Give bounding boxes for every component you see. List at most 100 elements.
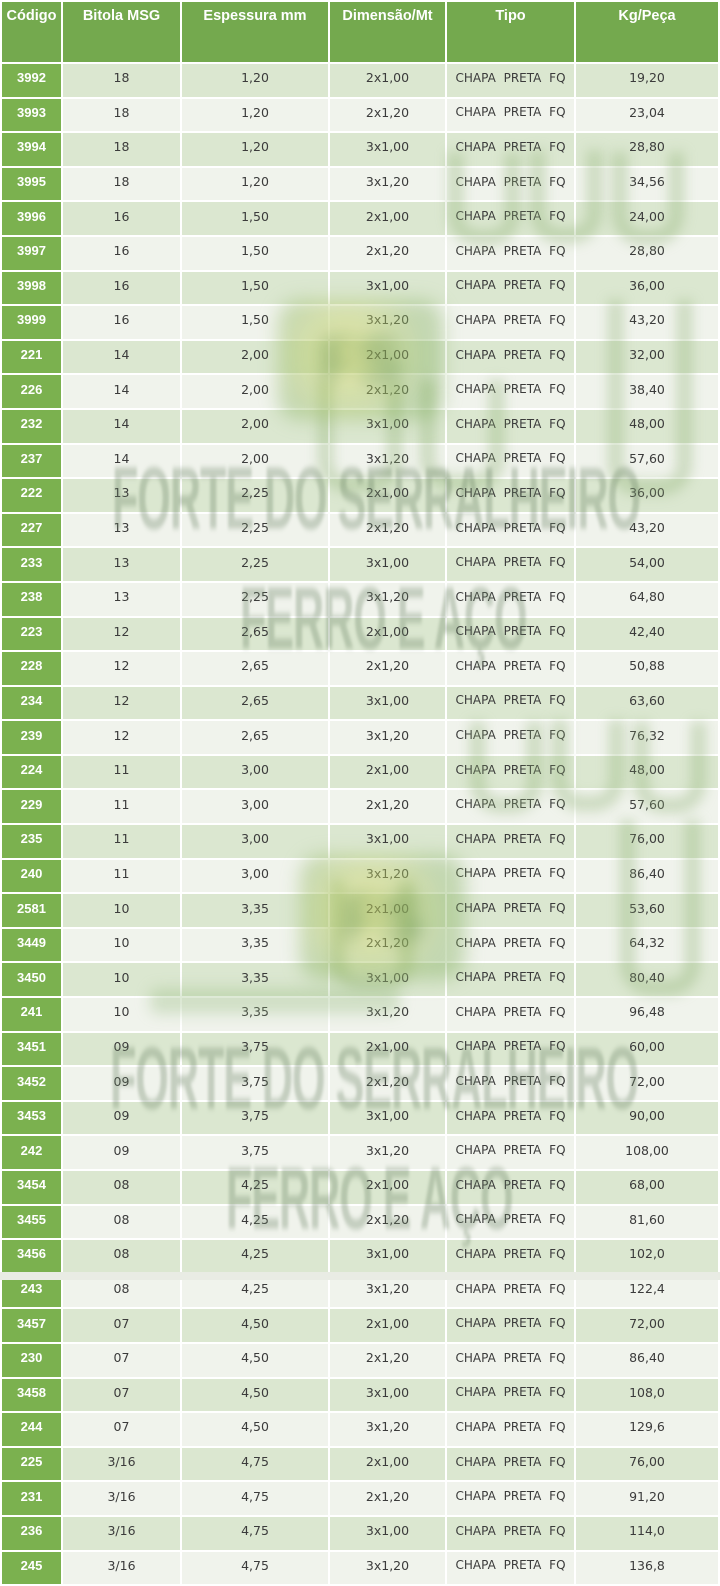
- table-row: 3458 07 4,50 3x1,00 CHAPA PRETA FQ 108,0: [2, 1378, 718, 1412]
- cell-dimensao-mt: 2x1,20: [330, 375, 445, 408]
- cell-dimensao-mt: 3x1,00: [330, 1516, 445, 1550]
- cell-kg-peca: 24,00: [576, 202, 718, 235]
- cell-bitola-msg: 16: [63, 236, 180, 270]
- cell-dimensao-mt: 3x1,00: [330, 133, 445, 166]
- cell-kg-peca: 57,60: [576, 790, 718, 824]
- cell-codigo: 3453: [2, 1101, 61, 1135]
- cell-kg-peca: 114,0: [576, 1516, 718, 1550]
- cell-codigo: 2581: [2, 894, 61, 927]
- cell-bitola-msg: 09: [63, 1067, 180, 1100]
- table-row: 242 09 3,75 3x1,20 CHAPA PRETA FQ 108,00: [2, 1136, 718, 1169]
- cell-espessura-mm: 2,65: [182, 652, 328, 685]
- cell-kg-peca: 136,8: [576, 1551, 718, 1585]
- cell-tipo: CHAPA PRETA FQ: [447, 1516, 574, 1550]
- cell-espessura-mm: 4,50: [182, 1378, 328, 1412]
- cell-tipo: CHAPA PRETA FQ: [447, 167, 574, 201]
- cell-espessura-mm: 2,65: [182, 686, 328, 720]
- table-row: 3995 18 1,20 3x1,20 CHAPA PRETA FQ 34,56: [2, 167, 718, 201]
- cell-tipo: CHAPA PRETA FQ: [447, 1343, 574, 1377]
- cell-dimensao-mt: 2x1,00: [330, 64, 445, 97]
- cell-tipo: CHAPA PRETA FQ: [447, 998, 574, 1031]
- cell-espessura-mm: 4,75: [182, 1551, 328, 1585]
- cell-bitola-msg: 12: [63, 686, 180, 720]
- cell-bitola-msg: 09: [63, 1101, 180, 1135]
- cell-kg-peca: 28,80: [576, 133, 718, 166]
- cell-dimensao-mt: 3x1,20: [330, 306, 445, 339]
- col-header-dimensao-mt: Dimensão/Mt: [330, 2, 445, 62]
- cell-kg-peca: 64,32: [576, 928, 718, 962]
- cell-tipo: CHAPA PRETA FQ: [447, 340, 574, 374]
- cell-espessura-mm: 2,00: [182, 444, 328, 478]
- cell-codigo: 3449: [2, 928, 61, 962]
- cell-dimensao-mt: 2x1,20: [330, 98, 445, 132]
- cell-bitola-msg: 08: [63, 1205, 180, 1239]
- cell-kg-peca: 81,60: [576, 1205, 718, 1239]
- cell-tipo: CHAPA PRETA FQ: [447, 306, 574, 339]
- table-row: 245 3/16 4,75 3x1,20 CHAPA PRETA FQ 136,8: [2, 1551, 718, 1585]
- cell-tipo: CHAPA PRETA FQ: [447, 548, 574, 581]
- cell-dimensao-mt: 2x1,00: [330, 340, 445, 374]
- cell-codigo: 3998: [2, 271, 61, 305]
- cell-bitola-msg: 11: [63, 755, 180, 789]
- cell-kg-peca: 60,00: [576, 1032, 718, 1066]
- cell-tipo: CHAPA PRETA FQ: [447, 790, 574, 824]
- cell-bitola-msg: 3/16: [63, 1482, 180, 1515]
- cell-codigo: 3450: [2, 963, 61, 997]
- cell-espessura-mm: 3,75: [182, 1136, 328, 1169]
- cell-espessura-mm: 3,35: [182, 928, 328, 962]
- table-row: 238 13 2,25 3x1,20 CHAPA PRETA FQ 64,80: [2, 582, 718, 616]
- cell-kg-peca: 23,04: [576, 98, 718, 132]
- table-row: 225 3/16 4,75 2x1,00 CHAPA PRETA FQ 76,00: [2, 1447, 718, 1481]
- cell-dimensao-mt: 2x1,20: [330, 1205, 445, 1239]
- cell-bitola-msg: 16: [63, 306, 180, 339]
- cell-kg-peca: 32,00: [576, 340, 718, 374]
- cell-dimensao-mt: 2x1,00: [330, 617, 445, 651]
- cell-dimensao-mt: 2x1,00: [330, 1447, 445, 1481]
- cell-bitola-msg: 10: [63, 963, 180, 997]
- cell-dimensao-mt: 2x1,20: [330, 1482, 445, 1515]
- cell-dimensao-mt: 3x1,20: [330, 998, 445, 1031]
- cell-dimensao-mt: 3x1,20: [330, 1551, 445, 1585]
- cell-kg-peca: 91,20: [576, 1482, 718, 1515]
- cell-codigo: 222: [2, 479, 61, 512]
- cell-tipo: CHAPA PRETA FQ: [447, 1482, 574, 1515]
- cell-bitola-msg: 13: [63, 513, 180, 547]
- cell-tipo: CHAPA PRETA FQ: [447, 1240, 574, 1273]
- cell-codigo: 3996: [2, 202, 61, 235]
- cell-espessura-mm: 2,00: [182, 340, 328, 374]
- cell-espessura-mm: 3,75: [182, 1067, 328, 1100]
- table-row: 240 11 3,00 3x1,20 CHAPA PRETA FQ 86,40: [2, 859, 718, 893]
- cell-codigo: 3992: [2, 64, 61, 97]
- cell-tipo: CHAPA PRETA FQ: [447, 582, 574, 616]
- cell-kg-peca: 63,60: [576, 686, 718, 720]
- cell-codigo: 235: [2, 825, 61, 858]
- cell-dimensao-mt: 2x1,20: [330, 1067, 445, 1100]
- table-row: 3449 10 3,35 2x1,20 CHAPA PRETA FQ 64,32: [2, 928, 718, 962]
- cell-codigo: 224: [2, 755, 61, 789]
- cell-kg-peca: 76,00: [576, 1447, 718, 1481]
- cell-espessura-mm: 4,50: [182, 1343, 328, 1377]
- cell-dimensao-mt: 2x1,20: [330, 652, 445, 685]
- cell-dimensao-mt: 2x1,00: [330, 894, 445, 927]
- cell-espessura-mm: 3,00: [182, 790, 328, 824]
- cell-tipo: CHAPA PRETA FQ: [447, 98, 574, 132]
- table-row: 3993 18 1,20 2x1,20 CHAPA PRETA FQ 23,04: [2, 98, 718, 132]
- cell-dimensao-mt: 2x1,20: [330, 236, 445, 270]
- cell-espessura-mm: 2,00: [182, 409, 328, 443]
- cell-bitola-msg: 12: [63, 721, 180, 754]
- cell-espessura-mm: 4,75: [182, 1482, 328, 1515]
- table-row: 226 14 2,00 2x1,20 CHAPA PRETA FQ 38,40: [2, 375, 718, 408]
- cell-tipo: CHAPA PRETA FQ: [447, 755, 574, 789]
- cell-tipo: CHAPA PRETA FQ: [447, 513, 574, 547]
- table-row: 221 14 2,00 2x1,00 CHAPA PRETA FQ 32,00: [2, 340, 718, 374]
- cell-dimensao-mt: 3x1,00: [330, 686, 445, 720]
- cell-kg-peca: 90,00: [576, 1101, 718, 1135]
- cell-espessura-mm: 3,35: [182, 963, 328, 997]
- cell-tipo: CHAPA PRETA FQ: [447, 1067, 574, 1100]
- cell-kg-peca: 28,80: [576, 236, 718, 270]
- cell-bitola-msg: 14: [63, 340, 180, 374]
- cell-codigo: 244: [2, 1413, 61, 1446]
- table-row: 231 3/16 4,75 2x1,20 CHAPA PRETA FQ 91,20: [2, 1482, 718, 1515]
- cell-codigo: 3458: [2, 1378, 61, 1412]
